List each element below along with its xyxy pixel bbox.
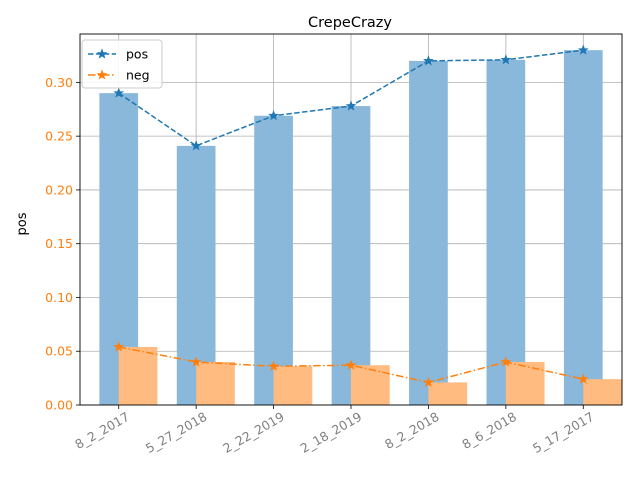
legend-label: neg <box>126 68 150 83</box>
pos-marker <box>500 54 512 65</box>
pos-bar <box>486 59 526 406</box>
neg-marker <box>423 376 434 388</box>
neg-bar <box>196 361 235 405</box>
y-axis-label: pos <box>15 212 30 235</box>
pos-bar <box>409 60 448 405</box>
y-tick-label: 0.00 <box>45 398 73 413</box>
neg-bar <box>273 366 313 405</box>
neg-marker <box>577 373 589 384</box>
pos-marker <box>577 44 589 55</box>
pos-bar <box>331 106 371 406</box>
legend-box <box>81 39 163 89</box>
y-tick-label: 0.30 <box>45 75 73 90</box>
y-tick-label: 0.25 <box>45 129 73 144</box>
neg-bar <box>505 361 545 405</box>
pos-bar <box>563 50 603 405</box>
pos-marker <box>113 87 125 98</box>
y-tick-label: 0.20 <box>45 182 73 197</box>
y-tick-label: 0.05 <box>45 344 73 359</box>
neg-bar <box>118 346 158 405</box>
y-tick-label: 0.15 <box>45 236 73 251</box>
pos-marker <box>268 110 279 121</box>
neg-marker <box>345 359 357 370</box>
legend-swatch-marker <box>96 69 108 80</box>
neg-marker <box>500 356 512 367</box>
neg-marker <box>190 356 202 367</box>
neg-bar <box>351 365 390 405</box>
plot-frame <box>79 33 623 406</box>
legend-swatch-marker <box>96 48 108 59</box>
pos-marker <box>190 140 202 151</box>
y-tick-label: 0.10 <box>45 290 73 305</box>
neg-marker <box>268 360 279 371</box>
legend-label: pos <box>126 47 148 62</box>
chart-title: CrepeCrazy <box>308 15 392 31</box>
legend: pos neg <box>81 39 163 89</box>
pos-marker <box>345 100 357 111</box>
neg-bar <box>428 382 468 405</box>
neg-bar <box>583 379 622 405</box>
pos-marker <box>423 55 434 66</box>
pos-bar <box>254 115 293 405</box>
neg-marker <box>113 341 125 352</box>
line-layer <box>113 44 589 388</box>
